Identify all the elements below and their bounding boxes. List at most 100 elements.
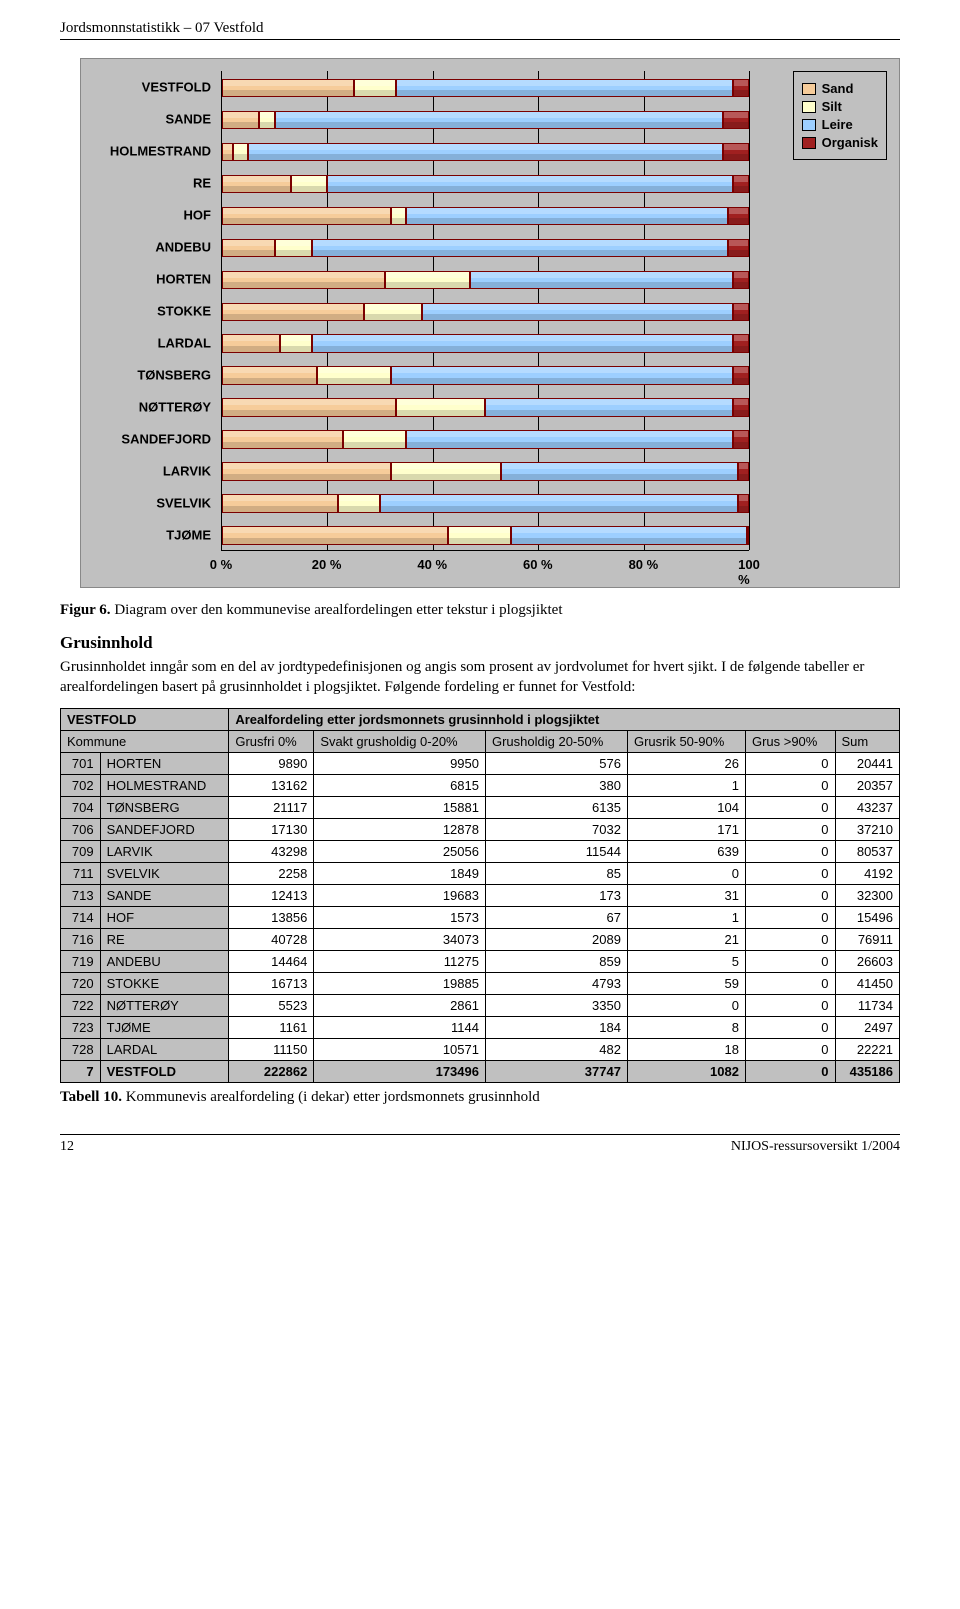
table-cell: 34073 (314, 928, 486, 950)
table-cell: 11275 (314, 950, 486, 972)
table-cell: HOLMESTRAND (100, 774, 229, 796)
bar-segment (354, 79, 396, 98)
table-cell: 9950 (314, 752, 486, 774)
table-cell: 37210 (835, 818, 900, 840)
table-cell: 435186 (835, 1060, 900, 1082)
table-cell: 7032 (485, 818, 627, 840)
table-cell: 2497 (835, 1016, 900, 1038)
table-caption-text: Kommunevis arealfordeling (i dekar) ette… (126, 1089, 540, 1105)
table-cell: 19885 (314, 972, 486, 994)
bar-row (222, 271, 749, 290)
table-cell: 12878 (314, 818, 486, 840)
bar-segment (728, 207, 749, 226)
table-cell: 1 (627, 774, 745, 796)
table-cell: 5 (627, 950, 745, 972)
table-cell: 11150 (229, 1038, 314, 1060)
bar-segment (222, 175, 291, 194)
table-cell: 0 (745, 928, 835, 950)
table-column-header: Grusrik 50-90% (627, 730, 745, 752)
bar-segment (733, 334, 749, 353)
y-tick-label: TØNSBERG (137, 368, 211, 383)
table-column-header: Grusfri 0% (229, 730, 314, 752)
bar-segment (338, 494, 380, 513)
table-cell: 1 (627, 906, 745, 928)
bar-row (222, 526, 749, 545)
x-tick-label: 100 % (738, 557, 760, 587)
bar-row (222, 143, 749, 162)
y-tick-label: SANDEFJORD (121, 432, 211, 447)
table-row: 722NØTTERØY5523286133500011734 (61, 994, 900, 1016)
table-label: Tabell 10. (60, 1089, 122, 1105)
bar-segment (222, 526, 448, 545)
bar-segment (733, 271, 749, 290)
y-tick-label: SANDE (165, 112, 211, 127)
y-tick-label: NØTTERØY (139, 400, 211, 415)
table-cell: 21117 (229, 796, 314, 818)
figure-caption: Figur 6. Diagram over den kommunevise ar… (60, 602, 900, 619)
y-tick-label: SVELVIK (156, 496, 211, 511)
bar-segment (275, 111, 723, 130)
table-title-right: Arealfordeling etter jordsmonnets grusin… (229, 708, 900, 730)
bar-segment (747, 526, 749, 545)
bar-segment (728, 239, 749, 258)
table-cell: 0 (745, 972, 835, 994)
table-cell: 639 (627, 840, 745, 862)
table-cell: 13856 (229, 906, 314, 928)
table-row: 716RE4072834073208921076911 (61, 928, 900, 950)
bar-segment (422, 303, 733, 322)
table-cell: 0 (745, 818, 835, 840)
bar-segment (222, 303, 364, 322)
table-caption: Tabell 10. Kommunevis arealfordeling (i … (60, 1089, 900, 1106)
bar-row (222, 303, 749, 322)
table-cell: 80537 (835, 840, 900, 862)
bar-segment (312, 334, 734, 353)
x-tick-label: 40 % (417, 557, 447, 572)
table-row: 719ANDEBU14464112758595026603 (61, 950, 900, 972)
table-cell: 1161 (229, 1016, 314, 1038)
bar-segment (733, 79, 749, 98)
table-cell: 85 (485, 862, 627, 884)
bar-segment (723, 143, 749, 162)
bar-segment (391, 366, 734, 385)
bar-segment (222, 494, 338, 513)
table-cell: SVELVIK (100, 862, 229, 884)
table-cell: 173496 (314, 1060, 486, 1082)
y-tick-label: HOF (184, 208, 211, 223)
table-cell: 31 (627, 884, 745, 906)
table-row: 706SANDEFJORD17130128787032171037210 (61, 818, 900, 840)
legend-item: Silt (802, 99, 878, 114)
bar-segment (248, 143, 722, 162)
legend-item: Leire (802, 117, 878, 132)
table-cell: 0 (745, 1038, 835, 1060)
table-cell: 3350 (485, 994, 627, 1016)
bar-segment (259, 111, 275, 130)
table-row: 701HORTEN9890995057626020441 (61, 752, 900, 774)
bar-segment (222, 207, 391, 226)
table-cell: 1573 (314, 906, 486, 928)
table-cell: 9890 (229, 752, 314, 774)
table-cell: 0 (745, 840, 835, 862)
stacked-bar-chart: VESTFOLDSANDEHOLMESTRANDREHOFANDEBUHORTE… (80, 58, 900, 588)
bar-segment (396, 79, 733, 98)
table-cell: 701 (61, 752, 101, 774)
table-cell: 0 (745, 1060, 835, 1082)
table-cell: 1082 (627, 1060, 745, 1082)
y-tick-label: LARDAL (158, 336, 211, 351)
bar-segment (406, 430, 733, 449)
bar-segment (343, 430, 406, 449)
table-cell: 1144 (314, 1016, 486, 1038)
y-tick-label: LARVIK (163, 464, 211, 479)
table-cell: 380 (485, 774, 627, 796)
legend-item: Organisk (802, 135, 878, 150)
bar-segment (733, 175, 749, 194)
bar-row (222, 430, 749, 449)
bar-row (222, 398, 749, 417)
table-column-header: Sum (835, 730, 900, 752)
bar-segment (380, 494, 738, 513)
bar-segment (222, 143, 233, 162)
legend-label: Organisk (822, 135, 878, 150)
legend-swatch (802, 101, 816, 113)
table-cell: 0 (745, 752, 835, 774)
table-cell: 17130 (229, 818, 314, 840)
table-cell: 43298 (229, 840, 314, 862)
